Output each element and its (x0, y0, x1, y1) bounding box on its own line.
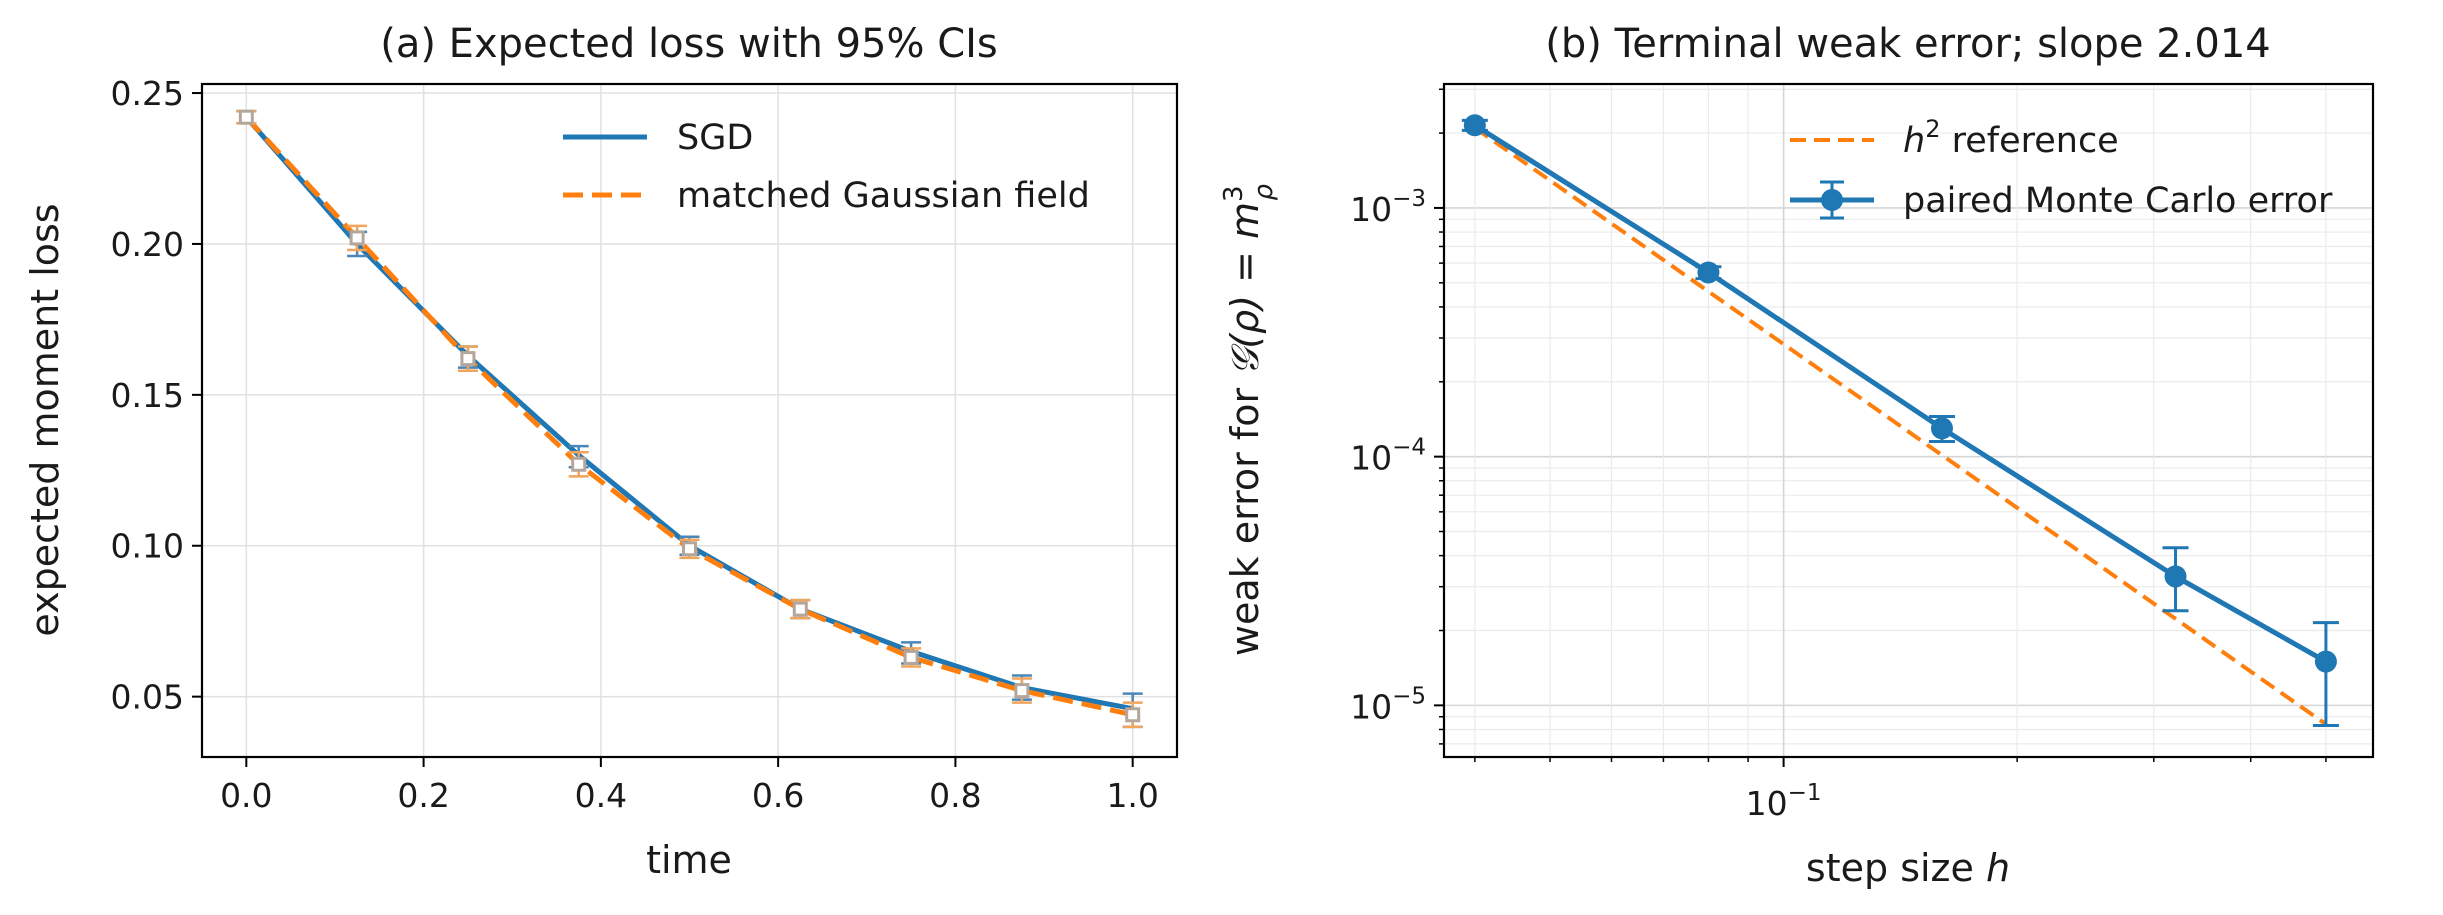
panel-b-legend-reference-var: h (1903, 121, 1925, 161)
panel-b-x-axis-label-var: h (1986, 846, 2010, 890)
panel-a-legend-gaussian-label: matched Gaussian field (677, 176, 1090, 216)
panel-a-x-tick-label: 0.6 (752, 776, 804, 815)
panel-a-y-axis-label: expected moment loss (23, 203, 67, 636)
panel-a-x-tick-label: 1.0 (1106, 776, 1158, 815)
panel-b-y-tick-label: 10−5 (1350, 683, 1426, 726)
panel-b-x-tick-label-exp: −1 (1788, 780, 1822, 806)
panel-a-series (236, 109, 1143, 729)
panel-b-reference-line (1473, 126, 2328, 726)
panel-a-point-marker (1125, 707, 1141, 723)
panel-a-point-marker (571, 456, 587, 472)
panel-a-plot-frame (200, 82, 1179, 759)
panel-a-y-tick-label: 0.25 (111, 74, 184, 113)
panel-b-ticks: 10−510−410−310−1 (1350, 88, 2327, 823)
panel-a-legend: SGD matched Gaussian field (563, 118, 1090, 216)
panel-b-y-tick-label-base: 10 (1350, 439, 1392, 478)
panel-b-plot-frame (1442, 82, 2375, 759)
panel-a-x-tick-label: 0.0 (220, 776, 272, 815)
panel-b-data-point (1697, 261, 1720, 284)
panel-a-x-tick-label: 0.2 (397, 776, 449, 815)
panel-b-y-tick-label-exp: −4 (1392, 435, 1426, 461)
panel-a-point-marker (460, 351, 476, 367)
panel-a-title: (a) Expected loss with 95% CIs (380, 21, 998, 67)
panel-b-gridlines (1444, 84, 2373, 757)
panel-b-x-axis-label-prefix: step size (1806, 846, 1986, 890)
panel-b-title: (b) Terminal weak error; slope 2.014 (1545, 21, 2270, 67)
panel-a-point-marker (792, 601, 808, 617)
panel-b-y-tick-label-exp: −5 (1392, 683, 1426, 709)
panel-a-point-marker (1014, 683, 1030, 699)
panel-b-data-point (2164, 565, 2187, 588)
panel-a-x-tick-label: 0.8 (929, 776, 981, 815)
panel-b-legend-monte-carlo-swatch (1790, 180, 1874, 220)
panel-b-legend-reference-rest: reference (1940, 121, 2118, 161)
panel-b-legend: h2 reference paired Monte Carlo error (1790, 115, 2333, 221)
panel-a-point-marker (349, 230, 365, 246)
panel-a-legend-sgd-label: SGD (677, 118, 753, 158)
panel-a-point-marker (238, 109, 254, 125)
panel-a-ticks: 0.0 0.2 0.4 0.6 0.8 1.0 0.05 0.10 0.15 0.20 0.25 (111, 74, 1159, 815)
panel-b-y-tick-label-base: 10 (1350, 190, 1392, 229)
panel-b-errorbar (2312, 621, 2339, 727)
panel-b-y-axis-label-sup: 3 (1219, 185, 1249, 202)
panel-b: 10−510−410−310−1 (b) Terminal weak error… (1219, 21, 2375, 890)
panel-b-x-tick-label-base: 10 (1746, 784, 1788, 823)
panel-a-x-axis-label: time (646, 838, 732, 882)
panel-b-y-axis-label: weak error for 𝒢(ρ) = m3ρ (1219, 183, 1279, 656)
panel-b-x-tick-label: 10−1 (1746, 780, 1822, 823)
panel-b-data-point (1930, 417, 1953, 440)
panel-b-legend-reference-sup: 2 (1925, 115, 1940, 143)
panel-b-y-tick-label: 10−4 (1350, 435, 1426, 478)
panel-b-data-point (1463, 114, 1486, 137)
panel-b-y-tick-label: 10−3 (1350, 186, 1426, 229)
panel-b-legend-reference-label: h2 reference (1903, 115, 2119, 161)
panel-b-y-axis-label-math: 𝒢(ρ) = m (1223, 202, 1267, 376)
panel-b-y-axis-label-sub: ρ (1249, 183, 1279, 200)
panel-b-y-tick-label-exp: −3 (1392, 186, 1426, 212)
panel-a-y-tick-label: 0.20 (111, 225, 184, 264)
panel-b-y-axis-label-prefix: weak error for (1223, 376, 1267, 656)
panel-b-y-tick-label-base: 10 (1350, 687, 1392, 726)
panel-a-y-tick-label: 0.05 (111, 678, 184, 717)
panel-b-data-point (2314, 650, 2337, 673)
panel-b-x-axis-label: step size h (1806, 846, 2010, 890)
panel-a-point-marker (903, 649, 919, 665)
panel-b-legend-monte-carlo-label: paired Monte Carlo error (1903, 181, 2333, 221)
panel-a: 0.0 0.2 0.4 0.6 0.8 1.0 0.05 0.10 0.15 0.20 0.25 (… (23, 21, 1179, 882)
panel-a-y-tick-label: 0.15 (111, 376, 184, 415)
panel-a-x-tick-label: 0.4 (575, 776, 627, 815)
panel-a-y-tick-label: 0.10 (111, 527, 184, 566)
panel-a-point-marker (682, 541, 697, 557)
panel-b-series (1461, 114, 2339, 727)
